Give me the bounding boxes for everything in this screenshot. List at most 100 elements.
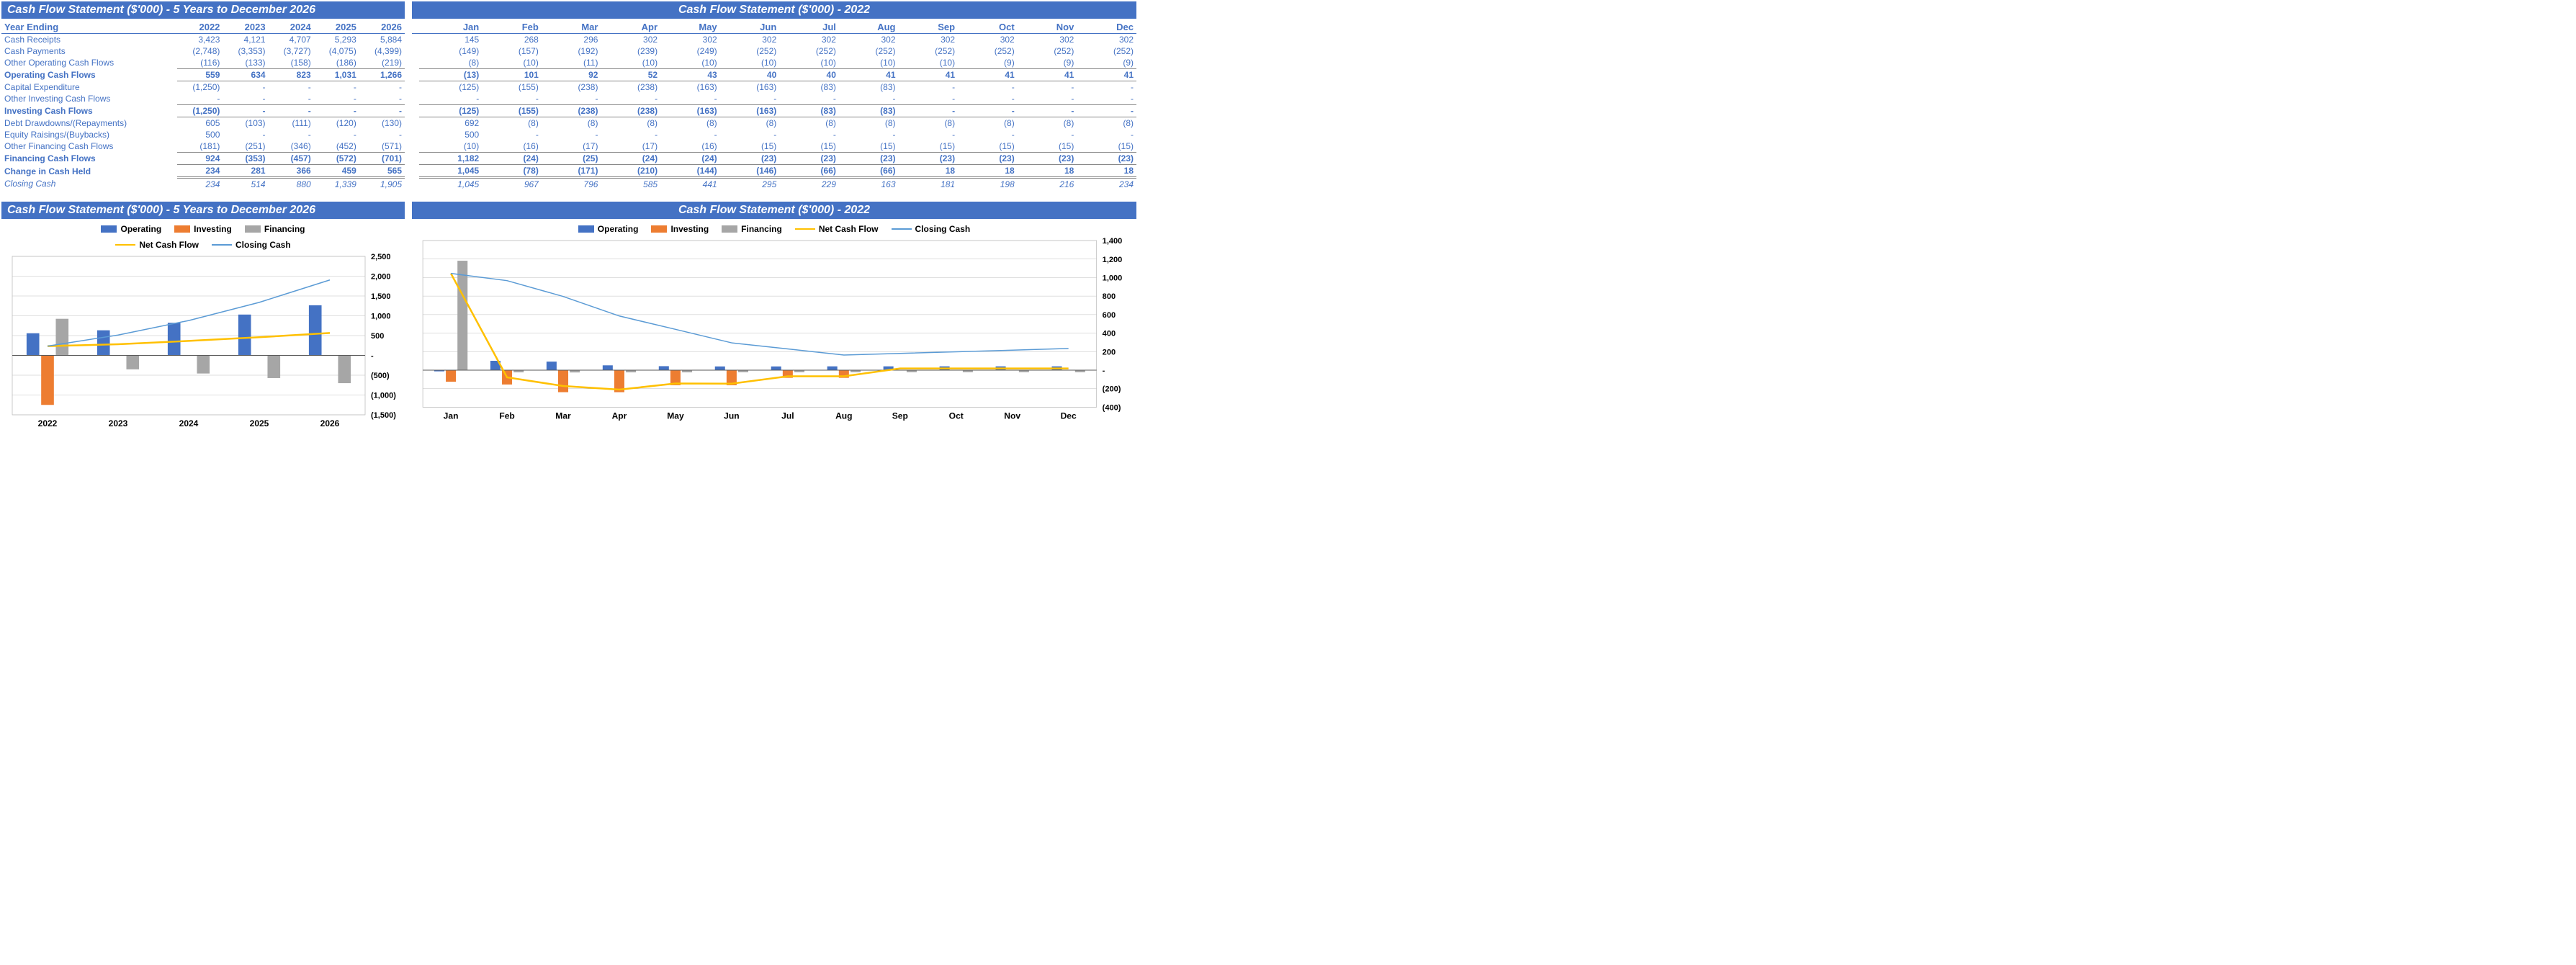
cell-value: (572) [314,153,359,165]
cell-value: - [542,129,601,140]
cell-value: 5,884 [359,34,405,46]
month-header: Sep [899,21,959,34]
cell-value: (163) [660,81,720,94]
cell-value: 302 [839,34,899,46]
svg-text:Nov: Nov [1004,410,1020,421]
cell-value: (353) [223,153,268,165]
row-label: Operating Cash Flows [1,69,177,81]
cell-value: (252) [958,45,1018,57]
cell-value: 924 [177,153,223,165]
row-spacer [412,69,419,81]
cell-value: - [359,105,405,117]
cell-value: (163) [720,105,780,117]
cell-value: (83) [839,105,899,117]
cell-value: 40 [779,69,839,81]
cell-value: (10) [779,57,839,69]
row-spacer [412,105,419,117]
year-header: 2024 [269,21,314,34]
cell-value: (16) [660,140,720,153]
cell-value: (8) [720,117,780,130]
cell-value: 18 [1077,165,1136,178]
cell-value: 40 [720,69,780,81]
cell-value: 181 [899,178,959,191]
cell-value: (1,250) [177,81,223,94]
cell-value: (252) [779,45,839,57]
row-spacer [412,117,419,130]
cell-value: (149) [419,45,482,57]
cell-value: 41 [958,69,1018,81]
month-header: Nov [1018,21,1077,34]
cell-value: - [177,93,223,105]
cell-value: (144) [660,165,720,178]
cell-value: (17) [542,140,601,153]
cell-value: 302 [1077,34,1136,46]
cell-value: (158) [269,57,314,69]
right-table-title: Cash Flow Statement ($'000) - 2022 [412,1,1136,21]
cell-value: (83) [779,81,839,94]
right-chart: (400)(200)-2004006008001,0001,2001,400Ja… [412,237,1136,426]
cell-value: - [899,129,959,140]
cell-value: 366 [269,165,314,178]
cell-value: (8) [542,117,601,130]
cell-value: 18 [1018,165,1077,178]
cell-value: 41 [839,69,899,81]
svg-text:1,000: 1,000 [371,313,391,321]
month-header: May [660,21,720,34]
cell-value: (23) [1077,153,1136,165]
left-chart-title: Cash Flow Statement ($'000) - 5 Years to… [1,202,405,221]
cell-value: 1,339 [314,178,359,191]
cell-value: (17) [601,140,660,153]
row-label: Cash Payments [1,45,177,57]
year-header: 2025 [314,21,359,34]
cell-value: 18 [899,165,959,178]
left-table-title: Cash Flow Statement ($'000) - 5 Years to… [1,1,405,21]
cell-value: (181) [177,140,223,153]
cell-value: (186) [314,57,359,69]
cell-value: (15) [1018,140,1077,153]
cell-value: (23) [720,153,780,165]
cell-value: (1,250) [177,105,223,117]
cell-value: (83) [839,81,899,94]
cell-value: (252) [720,45,780,57]
cell-value: - [269,93,314,105]
svg-text:800: 800 [1103,292,1116,301]
right-chart-panel: Cash Flow Statement ($'000) - 2022 Opera… [412,202,1136,433]
svg-text:Sep: Sep [892,410,908,421]
cell-value: (10) [419,140,482,153]
cell-value: - [1077,93,1136,105]
svg-text:2022: 2022 [38,418,58,428]
cell-value: (3,727) [269,45,314,57]
cell-value: 880 [269,178,314,191]
cell-value: 441 [660,178,720,191]
cell-value: (116) [177,57,223,69]
cell-value: (83) [779,105,839,117]
cell-value: 268 [482,34,542,46]
month-header: Apr [601,21,660,34]
right-table-panel: Cash Flow Statement ($'000) - 2022 JanFe… [412,1,1136,190]
cell-value: - [1077,129,1136,140]
row-spacer [412,165,419,178]
cell-value: 4,707 [269,34,314,46]
cell-value: 41 [1077,69,1136,81]
row-label: Other Investing Cash Flows [1,93,177,105]
row-spacer [412,45,419,57]
cell-value: (252) [899,45,959,57]
cell-value: 459 [314,165,359,178]
row-spacer [412,93,419,105]
cell-value: 500 [419,129,482,140]
row-label: Other Financing Cash Flows [1,140,177,153]
cell-value: - [269,129,314,140]
legend-investing-r: Investing [670,224,709,234]
cell-value: (78) [482,165,542,178]
cell-value: 302 [601,34,660,46]
cell-value: - [314,105,359,117]
cell-value: (163) [660,105,720,117]
left-chart-panel: Cash Flow Statement ($'000) - 5 Years to… [1,202,405,433]
cell-value: (238) [601,105,660,117]
month-header: Mar [542,21,601,34]
cell-value: - [269,105,314,117]
svg-text:Oct: Oct [949,410,964,421]
cell-value: (15) [839,140,899,153]
cell-value: (10) [839,57,899,69]
cell-value: (155) [482,105,542,117]
